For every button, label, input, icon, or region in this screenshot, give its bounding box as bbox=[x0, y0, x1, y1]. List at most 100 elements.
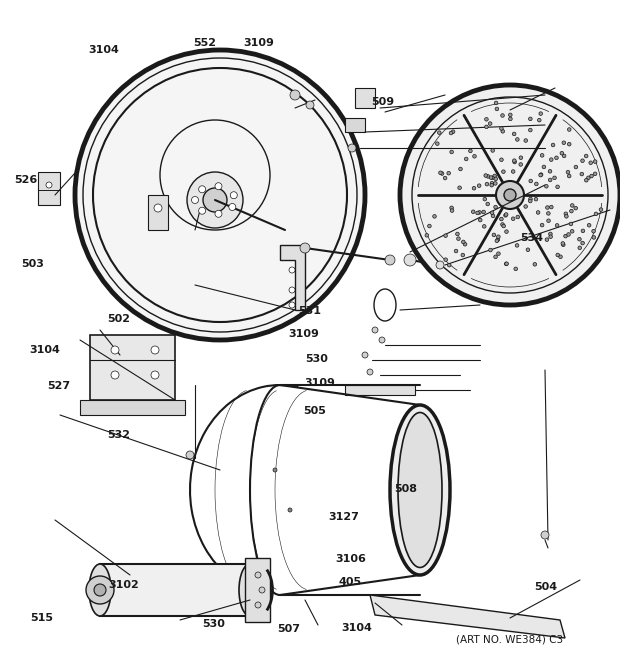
Circle shape bbox=[459, 167, 463, 171]
Circle shape bbox=[524, 205, 528, 208]
Circle shape bbox=[230, 192, 237, 199]
Circle shape bbox=[581, 241, 585, 245]
Circle shape bbox=[534, 182, 538, 186]
Circle shape bbox=[111, 346, 119, 354]
Ellipse shape bbox=[239, 564, 261, 616]
Circle shape bbox=[477, 184, 481, 188]
Circle shape bbox=[519, 156, 523, 159]
Circle shape bbox=[450, 132, 453, 135]
Circle shape bbox=[549, 235, 552, 239]
Polygon shape bbox=[345, 385, 415, 395]
Circle shape bbox=[198, 186, 206, 193]
Circle shape bbox=[493, 174, 497, 178]
Circle shape bbox=[526, 248, 529, 252]
Text: 509: 509 bbox=[371, 97, 395, 108]
Circle shape bbox=[497, 235, 500, 239]
Circle shape bbox=[549, 232, 552, 236]
Circle shape bbox=[556, 185, 559, 188]
Circle shape bbox=[505, 262, 508, 266]
Circle shape bbox=[529, 179, 533, 183]
Circle shape bbox=[404, 254, 416, 266]
Circle shape bbox=[589, 161, 593, 165]
Text: 526: 526 bbox=[14, 175, 38, 185]
Text: 504: 504 bbox=[534, 582, 557, 592]
Ellipse shape bbox=[398, 412, 442, 568]
Circle shape bbox=[508, 117, 512, 121]
Circle shape bbox=[476, 211, 479, 215]
Circle shape bbox=[545, 238, 549, 241]
Circle shape bbox=[556, 223, 559, 227]
Circle shape bbox=[551, 143, 555, 147]
Circle shape bbox=[547, 212, 550, 215]
Circle shape bbox=[538, 118, 541, 122]
Circle shape bbox=[516, 215, 520, 219]
Circle shape bbox=[561, 242, 565, 245]
Text: 527: 527 bbox=[47, 381, 71, 391]
Text: 3102: 3102 bbox=[108, 580, 140, 590]
Circle shape bbox=[514, 267, 518, 270]
Text: 508: 508 bbox=[394, 484, 418, 494]
Circle shape bbox=[464, 157, 468, 161]
Circle shape bbox=[528, 128, 532, 132]
Circle shape bbox=[472, 186, 476, 190]
Circle shape bbox=[454, 249, 458, 253]
Text: 507: 507 bbox=[277, 624, 300, 635]
Circle shape bbox=[273, 468, 277, 472]
Circle shape bbox=[290, 90, 300, 100]
Circle shape bbox=[482, 225, 486, 228]
Circle shape bbox=[438, 171, 442, 175]
Circle shape bbox=[46, 182, 52, 188]
Circle shape bbox=[186, 451, 194, 459]
Circle shape bbox=[86, 576, 114, 604]
Circle shape bbox=[486, 175, 490, 178]
Circle shape bbox=[385, 255, 395, 265]
Circle shape bbox=[482, 210, 485, 214]
Text: 502: 502 bbox=[107, 313, 131, 324]
Circle shape bbox=[203, 188, 227, 212]
Circle shape bbox=[478, 211, 481, 214]
Circle shape bbox=[564, 212, 568, 215]
Circle shape bbox=[289, 302, 295, 308]
Circle shape bbox=[593, 160, 597, 163]
Circle shape bbox=[94, 584, 106, 596]
Circle shape bbox=[500, 217, 503, 221]
Circle shape bbox=[516, 137, 519, 141]
Circle shape bbox=[490, 211, 494, 215]
Circle shape bbox=[463, 243, 467, 246]
Circle shape bbox=[567, 175, 571, 178]
Circle shape bbox=[496, 238, 500, 241]
Circle shape bbox=[433, 215, 436, 218]
Circle shape bbox=[457, 237, 460, 241]
Circle shape bbox=[198, 208, 206, 214]
Text: 3106: 3106 bbox=[335, 553, 366, 564]
Circle shape bbox=[513, 159, 516, 163]
Circle shape bbox=[512, 170, 515, 173]
Circle shape bbox=[425, 233, 428, 237]
Circle shape bbox=[548, 169, 552, 173]
Circle shape bbox=[75, 50, 365, 340]
Circle shape bbox=[192, 196, 198, 204]
Circle shape bbox=[461, 240, 465, 244]
Circle shape bbox=[215, 210, 222, 217]
Text: 3127: 3127 bbox=[329, 512, 360, 522]
Circle shape bbox=[556, 253, 559, 256]
Circle shape bbox=[512, 217, 515, 221]
Circle shape bbox=[570, 210, 574, 213]
Circle shape bbox=[565, 215, 568, 218]
Circle shape bbox=[533, 262, 537, 266]
Circle shape bbox=[567, 128, 571, 132]
Circle shape bbox=[581, 229, 585, 233]
Circle shape bbox=[450, 206, 453, 210]
Polygon shape bbox=[370, 595, 565, 638]
Circle shape bbox=[539, 112, 542, 116]
Text: 405: 405 bbox=[339, 576, 362, 587]
Circle shape bbox=[444, 258, 448, 262]
Circle shape bbox=[215, 182, 222, 190]
Circle shape bbox=[566, 171, 570, 174]
Circle shape bbox=[570, 229, 574, 233]
Circle shape bbox=[436, 261, 444, 269]
Circle shape bbox=[494, 177, 498, 180]
Circle shape bbox=[490, 183, 494, 187]
Circle shape bbox=[587, 176, 590, 180]
Circle shape bbox=[515, 244, 519, 247]
